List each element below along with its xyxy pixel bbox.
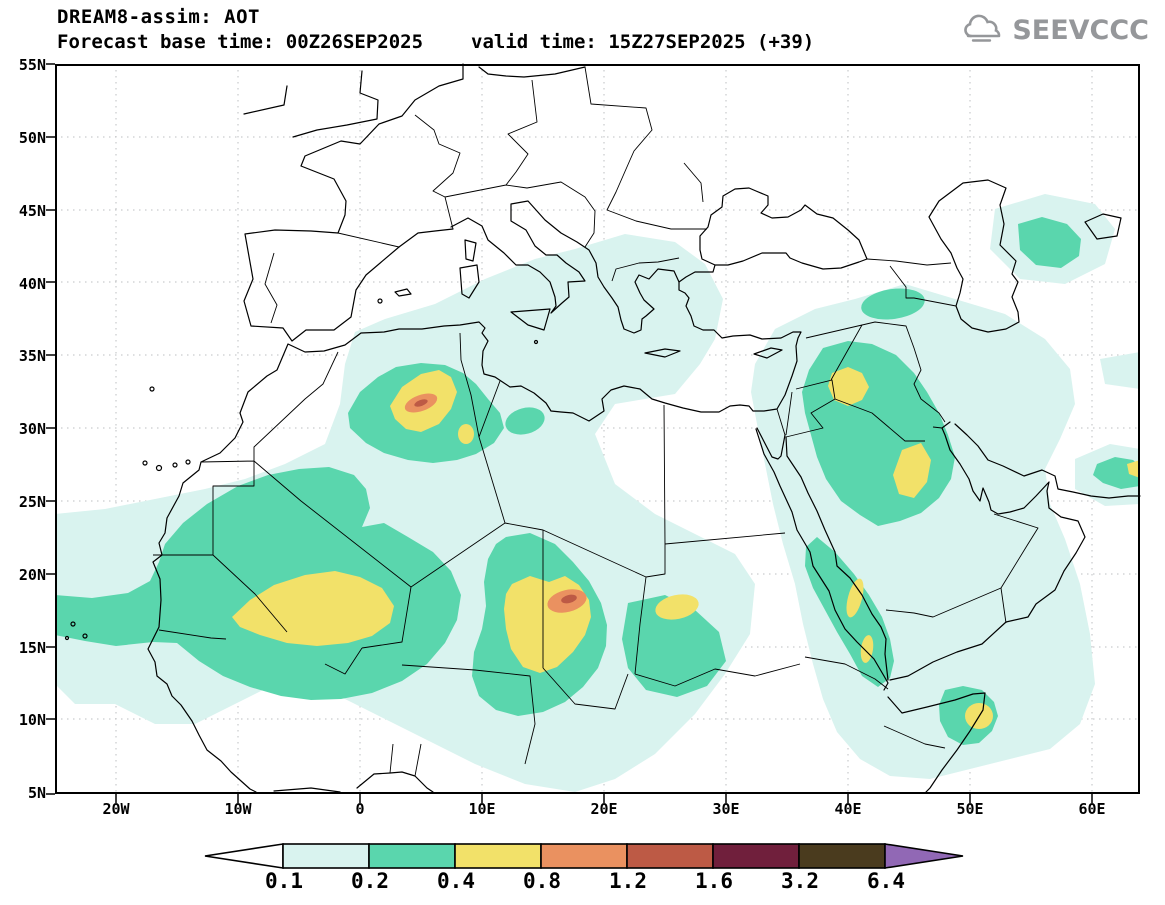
x-tick-label: 50E [956, 800, 984, 818]
logo-text: SEEVCCC [1012, 14, 1149, 46]
colorbar-segment [626, 843, 714, 869]
colorbar-label: 0.4 [437, 869, 475, 893]
colorbar-right-arrow [884, 843, 964, 869]
y-tick-label: 20N [18, 566, 46, 584]
colorbar-segment [454, 843, 542, 869]
aot-fill-level-04 [232, 367, 1140, 729]
colorbar-segment [540, 843, 628, 869]
x-tick-label: 60E [1078, 800, 1106, 818]
y-tick-label: 10N [18, 711, 46, 729]
y-tick-label: 5N [27, 784, 46, 802]
page-title: DREAM8-assim: AOT [57, 6, 260, 28]
x-tick-label: 10W [224, 800, 252, 818]
base-time-label: Forecast base time: 00Z26SEP2025 [57, 31, 424, 53]
x-tick-label: 20E [590, 800, 618, 818]
map-area [46, 63, 1141, 803]
y-tick-label: 50N [18, 129, 46, 147]
colorbar-segment [712, 843, 800, 869]
colorbar-label: 0.1 [265, 869, 303, 893]
x-tick-label: 40E [834, 800, 862, 818]
x-tick-label: 0 [355, 800, 365, 818]
seevccc-logo: SEEVCCC [958, 14, 1149, 46]
colorbar-segment [798, 843, 886, 869]
coastlines [64, 63, 1141, 793]
colorbar-label: 1.6 [695, 869, 733, 893]
colorbar-label: 6.4 [867, 869, 905, 893]
forecast-time-line: Forecast base time: 00Z26SEP2025 valid ti… [57, 31, 814, 53]
y-tick-label: 15N [18, 639, 46, 657]
colorbar-label: 3.2 [781, 869, 819, 893]
colorbar-left-arrow [204, 843, 284, 869]
map-frame [55, 64, 1140, 794]
y-tick-label: 30N [18, 420, 46, 438]
axis-ticks [46, 63, 1093, 803]
country-borders [153, 66, 1039, 777]
aot-fill-level-12 [414, 399, 577, 604]
colorbar-label: 0.2 [351, 869, 389, 893]
x-tick-label: 10E [468, 800, 496, 818]
x-tick-label: 30E [712, 800, 740, 818]
colorbar-segment [368, 843, 456, 869]
y-tick-label: 45N [18, 202, 46, 220]
colorbar-label: 0.8 [523, 869, 561, 893]
y-tick-label: 55N [18, 56, 46, 74]
x-tick-label: 20W [102, 800, 130, 818]
y-tick-label: 35N [18, 347, 46, 365]
y-tick-label: 40N [18, 275, 46, 293]
colorbar-segment [282, 843, 370, 869]
valid-time-label: valid time: 15Z27SEP2025 (+39) [471, 31, 815, 53]
aot-map [46, 63, 1141, 803]
colorbar-label: 1.2 [609, 869, 647, 893]
y-tick-label: 25N [18, 493, 46, 511]
cloud-icon [964, 14, 1001, 42]
colorbar [203, 842, 965, 874]
